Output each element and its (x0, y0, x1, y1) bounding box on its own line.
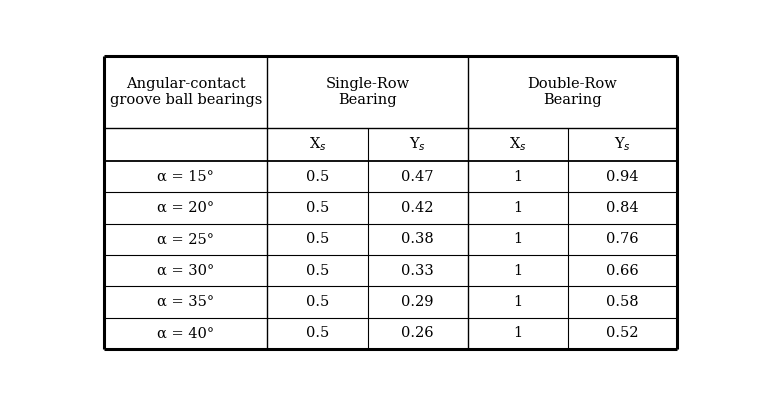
Text: X$_s$: X$_s$ (309, 136, 326, 154)
Text: Y$_s$: Y$_s$ (409, 136, 426, 154)
Text: 0.42: 0.42 (402, 201, 434, 215)
Text: 0.66: 0.66 (606, 264, 639, 277)
Text: 1: 1 (514, 201, 523, 215)
Text: 0.5: 0.5 (306, 295, 329, 309)
Text: 1: 1 (514, 295, 523, 309)
Text: 1: 1 (514, 232, 523, 246)
Text: 1: 1 (514, 264, 523, 277)
Text: α = 30°: α = 30° (157, 264, 214, 277)
Text: X$_s$: X$_s$ (509, 136, 527, 154)
Text: 1: 1 (514, 326, 523, 340)
Text: α = 20°: α = 20° (157, 201, 214, 215)
Text: 0.94: 0.94 (607, 170, 639, 184)
Text: α = 15°: α = 15° (157, 170, 214, 184)
Text: 0.5: 0.5 (306, 170, 329, 184)
Text: 0.58: 0.58 (607, 295, 639, 309)
Text: 1: 1 (514, 170, 523, 184)
Text: α = 35°: α = 35° (157, 295, 214, 309)
Text: Single-Row
Bearing: Single-Row Bearing (325, 77, 410, 107)
Text: 0.38: 0.38 (402, 232, 434, 246)
Text: Angular-contact
groove ball bearings: Angular-contact groove ball bearings (110, 77, 262, 107)
Text: Double-Row
Bearing: Double-Row Bearing (527, 77, 617, 107)
Text: α = 40°: α = 40° (157, 326, 214, 340)
Text: 0.5: 0.5 (306, 264, 329, 277)
Text: 0.52: 0.52 (607, 326, 639, 340)
Text: 0.29: 0.29 (402, 295, 434, 309)
Text: 0.47: 0.47 (402, 170, 434, 184)
Text: 0.5: 0.5 (306, 201, 329, 215)
Text: Y$_s$: Y$_s$ (614, 136, 631, 154)
Text: 0.5: 0.5 (306, 232, 329, 246)
Text: 0.26: 0.26 (402, 326, 434, 340)
Text: 0.5: 0.5 (306, 326, 329, 340)
Text: 0.76: 0.76 (607, 232, 639, 246)
Text: 0.84: 0.84 (607, 201, 639, 215)
Text: α = 25°: α = 25° (157, 232, 214, 246)
Text: 0.33: 0.33 (402, 264, 434, 277)
